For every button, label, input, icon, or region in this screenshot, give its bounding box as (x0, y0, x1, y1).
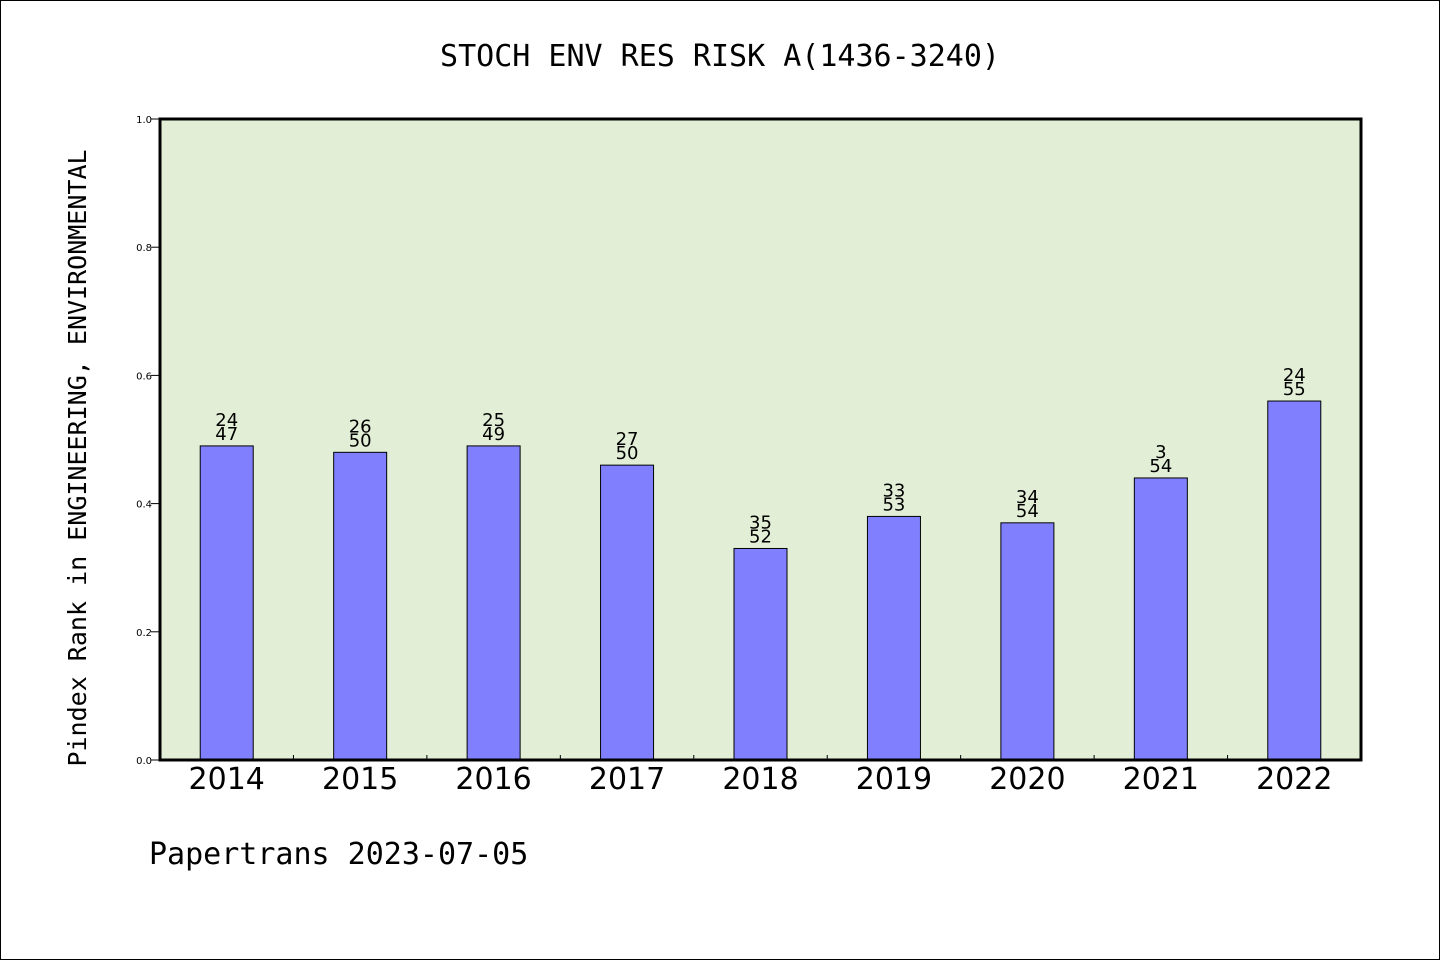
bar-2018 (733, 547, 788, 761)
bar-label-top: 25 (482, 410, 505, 431)
bar-label-top: 33 (882, 480, 905, 501)
bar-label-bottom: 47 (215, 424, 238, 445)
bar-2022 (1267, 400, 1322, 761)
y-tick-label: 1.0 (136, 115, 152, 126)
bar-2021 (1133, 477, 1188, 761)
bar-label-top: 24 (215, 410, 238, 431)
bar-label-bottom: 50 (616, 443, 639, 464)
bar-label-top: 27 (616, 429, 639, 450)
x-tick-label: 2019 (856, 762, 932, 797)
y-axis-label: Pindex Rank in ENGINEERING, ENVIRONMENTA… (63, 149, 92, 766)
x-tick-label: 2021 (1123, 762, 1199, 797)
x-axis-ticks: 2014 2015 2016 2017 2018 2019 2020 2021 2022 (189, 755, 1332, 797)
x-tick-label: 2020 (989, 762, 1065, 797)
bar-2014 (199, 445, 254, 761)
x-tick-label: 2015 (322, 762, 398, 797)
y-tick-label: 0.8 (136, 243, 152, 254)
bar-label-bottom: 55 (1283, 379, 1306, 400)
plot-border (158, 117, 1363, 762)
y-axis-ticks: 0.0 0.2 0.4 0.6 0.8 1.0 (136, 115, 160, 767)
bar-label-bottom: 52 (749, 526, 772, 547)
x-tick-label: 2014 (189, 762, 265, 797)
bar-2017 (600, 464, 655, 761)
bars-group (199, 400, 1322, 761)
bar-label-bottom: 54 (1016, 501, 1039, 522)
y-tick-label: 0.0 (136, 756, 152, 767)
y-tick-label: 0.6 (136, 371, 152, 382)
bar-label-bottom: 53 (882, 494, 905, 515)
bar-label-bottom: 49 (482, 424, 505, 445)
bar-2020 (1000, 522, 1055, 761)
bar-2016 (466, 445, 521, 761)
bar-label-top: 3 (1155, 442, 1166, 463)
bar-label-top: 26 (349, 416, 372, 437)
x-tick-label: 2018 (722, 762, 798, 797)
y-tick-label: 0.4 (136, 500, 152, 511)
footer-text: Papertrans 2023-07-05 (149, 837, 528, 872)
bar-label-top: 24 (1283, 365, 1306, 386)
bar-2015 (333, 451, 388, 761)
y-tick-label: 0.2 (136, 628, 152, 639)
bar-label-top: 34 (1016, 487, 1039, 508)
x-tick-label: 2022 (1256, 762, 1332, 797)
bar-2019 (866, 515, 921, 761)
bar-label-top: 35 (749, 512, 772, 533)
bar-label-bottom: 50 (349, 430, 372, 451)
chart-title: STOCH ENV RES RISK A(1436-3240) (440, 39, 1000, 74)
x-tick-label: 2017 (589, 762, 665, 797)
bar-label-bottom: 54 (1149, 456, 1172, 477)
x-tick-label: 2016 (455, 762, 531, 797)
